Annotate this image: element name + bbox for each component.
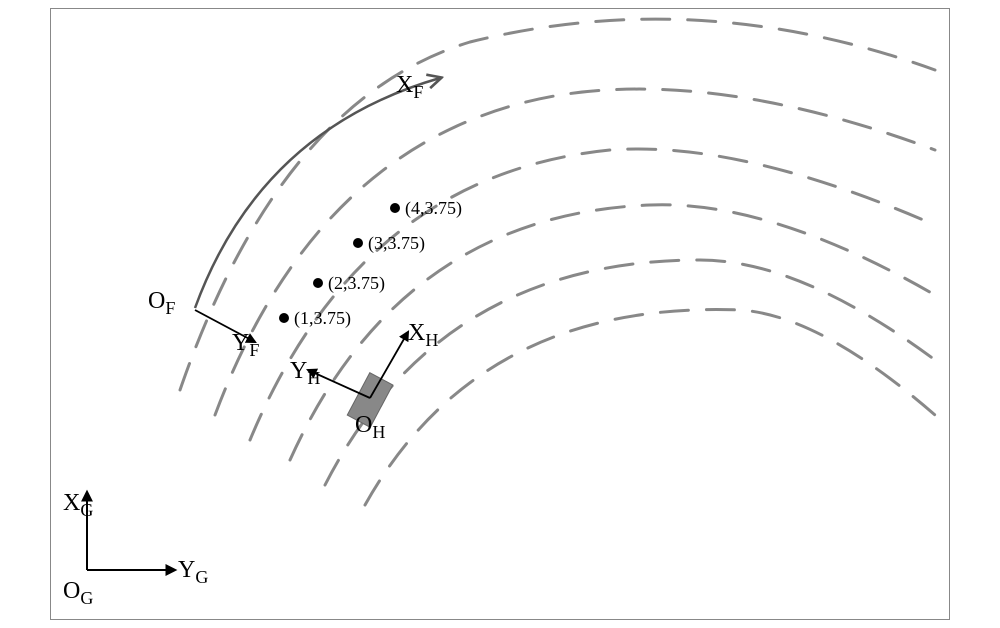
point-label-4: (4,3.75): [405, 198, 462, 219]
label-xg: XG: [63, 490, 93, 521]
label-of: OF: [148, 288, 175, 319]
label-yf: YF: [232, 330, 259, 361]
sample-point-3: [353, 238, 363, 248]
sample-point-4: [390, 203, 400, 213]
point-label-2: (2,3.75): [328, 273, 385, 294]
lane-5: [365, 310, 935, 505]
lane-4: [325, 260, 935, 485]
label-oh: OH: [355, 412, 385, 443]
point-label-3: (3,3.75): [368, 233, 425, 254]
xf-axis-arc: [195, 78, 440, 308]
label-og: OG: [63, 578, 93, 609]
sample-point-1: [279, 313, 289, 323]
label-xf: XF: [396, 72, 423, 103]
lane-curves-group: [180, 19, 935, 505]
label-xh: XH: [408, 320, 438, 351]
point-label-1: (1,3.75): [294, 308, 351, 329]
lane-1: [215, 89, 935, 415]
label-yg: YG: [178, 557, 208, 588]
sample-points-group: [279, 203, 400, 323]
label-yh: YH: [290, 358, 320, 389]
sample-point-2: [313, 278, 323, 288]
